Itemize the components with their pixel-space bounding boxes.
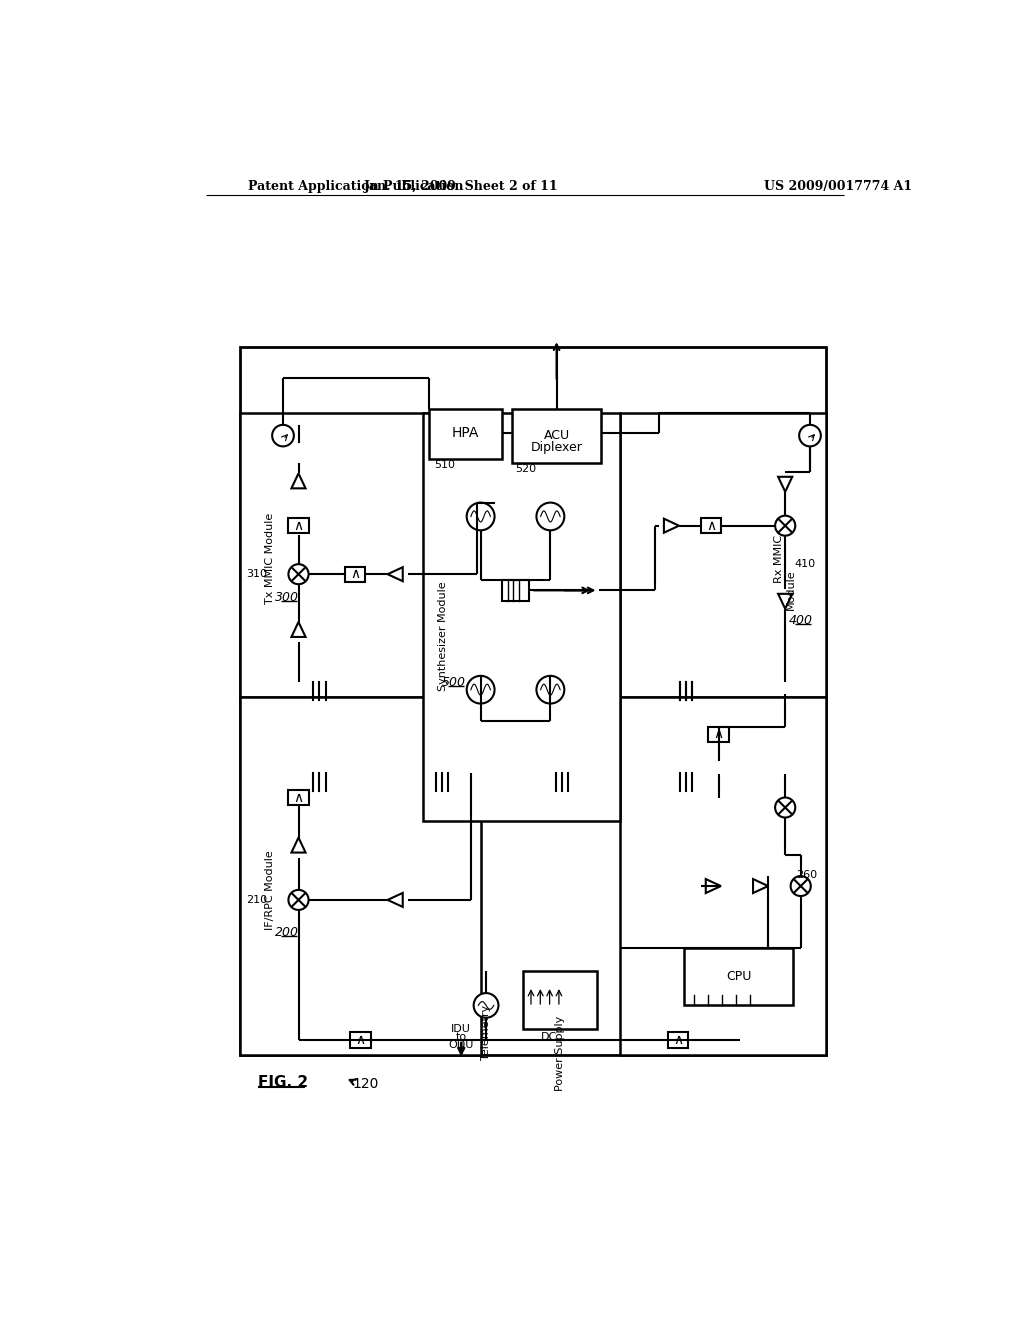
Text: Synthesizer Module: Synthesizer Module bbox=[437, 581, 447, 690]
Bar bbox=[700, 517, 721, 533]
Circle shape bbox=[775, 516, 796, 536]
Text: $\wedge$: $\wedge$ bbox=[293, 791, 304, 804]
Circle shape bbox=[289, 890, 308, 909]
Bar bbox=[621, 697, 825, 1056]
Bar bbox=[502, 579, 529, 601]
Text: $\wedge$: $\wedge$ bbox=[293, 519, 304, 533]
Text: 210: 210 bbox=[246, 895, 267, 906]
Circle shape bbox=[799, 425, 821, 446]
Bar bbox=[423, 413, 621, 821]
Circle shape bbox=[537, 676, 564, 704]
Circle shape bbox=[272, 425, 294, 446]
Polygon shape bbox=[292, 838, 305, 853]
Text: CPU: CPU bbox=[726, 970, 752, 982]
Circle shape bbox=[474, 993, 499, 1018]
Text: $\wedge$: $\wedge$ bbox=[350, 568, 360, 581]
Text: Power Supply: Power Supply bbox=[555, 1015, 564, 1090]
Text: ACU: ACU bbox=[544, 429, 569, 442]
Text: $\wedge$: $\wedge$ bbox=[673, 1034, 683, 1047]
Text: FIG. 2: FIG. 2 bbox=[258, 1074, 308, 1090]
Circle shape bbox=[467, 676, 495, 704]
Circle shape bbox=[775, 797, 796, 817]
Text: ODU: ODU bbox=[449, 1040, 474, 1051]
Text: Diplexer: Diplexer bbox=[530, 441, 583, 454]
Polygon shape bbox=[292, 474, 305, 488]
Text: 260: 260 bbox=[796, 870, 817, 879]
Polygon shape bbox=[778, 594, 793, 609]
Bar bbox=[684, 948, 793, 1006]
Text: $\wedge$: $\wedge$ bbox=[355, 1034, 366, 1047]
Text: 510: 510 bbox=[434, 461, 455, 470]
Bar bbox=[709, 726, 729, 742]
Polygon shape bbox=[388, 568, 402, 581]
Text: HPA: HPA bbox=[452, 426, 479, 441]
Text: to: to bbox=[456, 1032, 467, 1043]
Text: IDU: IDU bbox=[452, 1024, 471, 1034]
Text: Rx MMIC: Rx MMIC bbox=[774, 535, 784, 583]
Bar bbox=[669, 1032, 688, 1048]
Text: Tx MMIC Module: Tx MMIC Module bbox=[265, 513, 274, 605]
Text: 310: 310 bbox=[246, 569, 267, 579]
Bar bbox=[512, 409, 601, 462]
Text: 500: 500 bbox=[441, 676, 466, 689]
Bar bbox=[345, 566, 366, 582]
Text: Module: Module bbox=[785, 569, 796, 610]
Bar bbox=[241, 697, 480, 1056]
Circle shape bbox=[537, 503, 564, 531]
Text: DC: DC bbox=[541, 1032, 557, 1043]
Text: 300: 300 bbox=[274, 591, 299, 603]
Bar bbox=[523, 970, 597, 1028]
Bar bbox=[289, 789, 308, 805]
Text: US 2009/0017774 A1: US 2009/0017774 A1 bbox=[764, 180, 911, 193]
Polygon shape bbox=[706, 879, 721, 894]
Bar bbox=[241, 413, 480, 697]
Text: 520: 520 bbox=[515, 465, 537, 474]
Text: 200: 200 bbox=[274, 925, 299, 939]
Bar bbox=[289, 517, 308, 533]
Text: $\wedge$: $\wedge$ bbox=[714, 727, 724, 742]
Text: $\wedge$: $\wedge$ bbox=[706, 519, 716, 533]
Circle shape bbox=[289, 564, 308, 585]
Text: IF/RPC Module: IF/RPC Module bbox=[265, 850, 274, 929]
Bar bbox=[429, 409, 503, 459]
Text: Patent Application Publication: Patent Application Publication bbox=[248, 180, 464, 193]
Polygon shape bbox=[292, 622, 305, 638]
Text: 400: 400 bbox=[788, 614, 813, 627]
Bar bbox=[350, 1032, 371, 1048]
Polygon shape bbox=[778, 477, 793, 492]
Bar bbox=[621, 413, 825, 697]
Text: Telemetry: Telemetry bbox=[481, 1005, 492, 1060]
Text: Jan. 15, 2009  Sheet 2 of 11: Jan. 15, 2009 Sheet 2 of 11 bbox=[364, 180, 558, 193]
Polygon shape bbox=[388, 892, 402, 907]
Polygon shape bbox=[753, 879, 768, 894]
Bar bbox=[241, 347, 825, 1056]
Circle shape bbox=[791, 876, 811, 896]
Circle shape bbox=[467, 503, 495, 531]
Polygon shape bbox=[664, 519, 679, 533]
Text: 410: 410 bbox=[795, 560, 816, 569]
Text: 120: 120 bbox=[352, 1077, 379, 1090]
